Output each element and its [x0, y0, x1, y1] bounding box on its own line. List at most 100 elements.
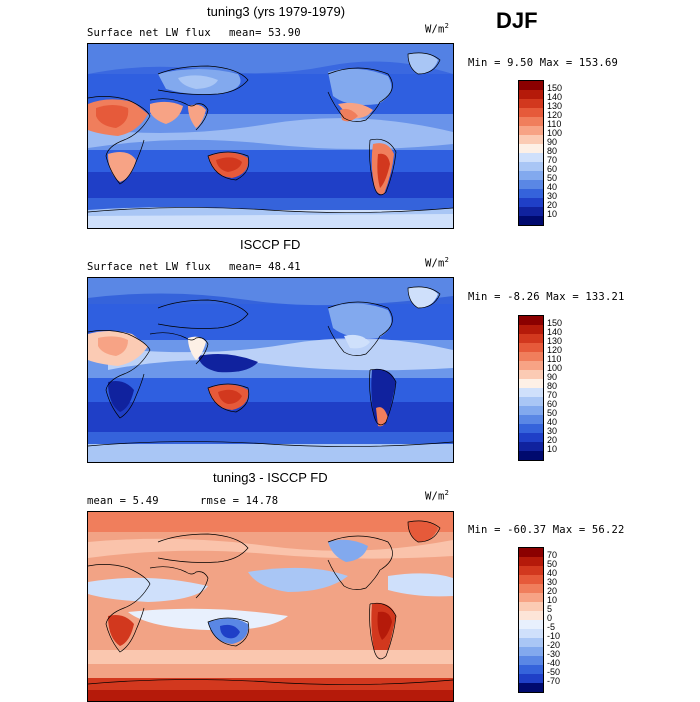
colorbar-tick-label: 80 — [547, 381, 558, 391]
colorbar-tick-label: 10 — [547, 209, 558, 219]
colorbar-segment — [519, 593, 543, 602]
colorbar-tick-label: -10 — [547, 631, 561, 641]
colorbar-tick-label: 30 — [547, 191, 558, 201]
panel2-map-field — [88, 278, 453, 462]
colorbar-segment — [519, 584, 543, 593]
colorbar-tick-label: 20 — [547, 200, 558, 210]
colorbar-tick-label: 70 — [547, 390, 558, 400]
colorbar-segment — [519, 207, 543, 216]
colorbar-segment — [519, 566, 543, 575]
panel2-units: W/m2 — [425, 256, 449, 270]
colorbar-tick-label: 100 — [547, 128, 563, 138]
panel3-units: W/m2 — [425, 489, 449, 503]
colorbar-tick-label: 10 — [547, 444, 558, 454]
colorbar-segment — [519, 334, 543, 343]
colorbar-tick-label: 90 — [547, 372, 558, 382]
colorbar-segment — [519, 397, 543, 406]
colorbar-tick-label: 140 — [547, 92, 563, 102]
colorbar-tick-label: 80 — [547, 146, 558, 156]
colorbar-segment — [519, 415, 543, 424]
colorbar-tick-label: 40 — [547, 568, 558, 578]
panel1-field-label: Surface net LW flux — [87, 27, 211, 39]
panel3-map — [87, 511, 454, 702]
colorbar-segment — [519, 90, 543, 99]
colorbar-segment — [519, 656, 543, 665]
colorbar-tick-label: -70 — [547, 676, 561, 686]
colorbar-segment — [519, 433, 543, 442]
colorbar-segment — [519, 144, 543, 153]
colorbar-segment — [519, 665, 543, 674]
colorbar-segment — [519, 117, 543, 126]
colorbar-segment — [519, 171, 543, 180]
colorbar-tick-label: 120 — [547, 110, 563, 120]
colorbar-tick-label: 20 — [547, 586, 558, 596]
colorbar-segment — [519, 683, 543, 692]
colorbar-segment — [519, 352, 543, 361]
colorbar-segment — [519, 370, 543, 379]
colorbar-segment — [519, 611, 543, 620]
colorbar-tick-label: -5 — [547, 622, 556, 632]
colorbar-segment — [519, 575, 543, 584]
colorbar-segment — [519, 442, 543, 451]
colorbar-segment — [519, 325, 543, 334]
panel3-minmax: Min = -60.37 Max = 56.22 — [468, 524, 625, 536]
colorbar-segment — [519, 557, 543, 566]
panel1-mean: mean= 53.90 — [229, 27, 301, 39]
colorbar-segment — [519, 361, 543, 370]
season-label: DJF — [496, 8, 538, 33]
colorbar-tick-label: 50 — [547, 173, 558, 183]
panel3-map-field — [88, 512, 453, 701]
colorbar-segment — [519, 424, 543, 433]
panel1-colorbar — [518, 80, 544, 226]
colorbar-segment — [519, 180, 543, 189]
colorbar-segment — [519, 620, 543, 629]
colorbar-tick-label: 70 — [547, 550, 558, 560]
colorbar-segment — [519, 198, 543, 207]
colorbar-tick-label: 130 — [547, 101, 563, 111]
colorbar-tick-label: 150 — [547, 318, 563, 328]
colorbar-tick-label: -40 — [547, 658, 561, 668]
colorbar-segment — [519, 406, 543, 415]
colorbar-segment — [519, 451, 543, 460]
panel2-minmax: Min = -8.26 Max = 133.21 — [468, 291, 625, 303]
panel1-units: W/m2 — [425, 22, 449, 36]
colorbar-segment — [519, 379, 543, 388]
panel3-rmse: rmse = 14.78 — [200, 495, 279, 507]
panel2-title: ISCCP FD — [240, 237, 301, 252]
panel1-minmax: Min = 9.50 Max = 153.69 — [468, 57, 618, 69]
colorbar-tick-label: 50 — [547, 559, 558, 569]
colorbar-segment — [519, 108, 543, 117]
colorbar-segment — [519, 548, 543, 557]
colorbar-segment — [519, 316, 543, 325]
colorbar-segment — [519, 99, 543, 108]
colorbar-tick-label: 110 — [547, 354, 562, 364]
colorbar-tick-label: 5 — [547, 604, 553, 614]
panel3-mean: mean = 5.49 — [87, 495, 159, 507]
colorbar-segment — [519, 81, 543, 90]
colorbar-tick-label: 0 — [547, 613, 553, 623]
colorbar-segment — [519, 162, 543, 171]
panel2-mean: mean= 48.41 — [229, 261, 301, 273]
colorbar-tick-label: 70 — [547, 155, 558, 165]
colorbar-segment — [519, 343, 543, 352]
colorbar-tick-label: 40 — [547, 182, 558, 192]
panel1-title: tuning3 (yrs 1979-1979) — [207, 4, 346, 19]
colorbar-tick-label: 40 — [547, 417, 558, 427]
colorbar-tick-label: -30 — [547, 649, 561, 659]
colorbar-segment — [519, 153, 543, 162]
colorbar-segment — [519, 674, 543, 683]
colorbar-tick-label: 140 — [547, 327, 563, 337]
panel2-colorbar — [518, 315, 544, 461]
colorbar-tick-label: 60 — [547, 399, 558, 409]
colorbar-tick-label: 30 — [547, 426, 558, 436]
colorbar-segment — [519, 638, 543, 647]
colorbar-tick-label: 10 — [547, 595, 558, 605]
panel2-map — [87, 277, 454, 463]
colorbar-tick-label: 60 — [547, 164, 558, 174]
colorbar-segment — [519, 647, 543, 656]
colorbar-segment — [519, 189, 543, 198]
colorbar-segment — [519, 135, 543, 144]
colorbar-tick-label: -50 — [547, 667, 561, 677]
colorbar-tick-label: 50 — [547, 408, 558, 418]
colorbar-segment — [519, 388, 543, 397]
